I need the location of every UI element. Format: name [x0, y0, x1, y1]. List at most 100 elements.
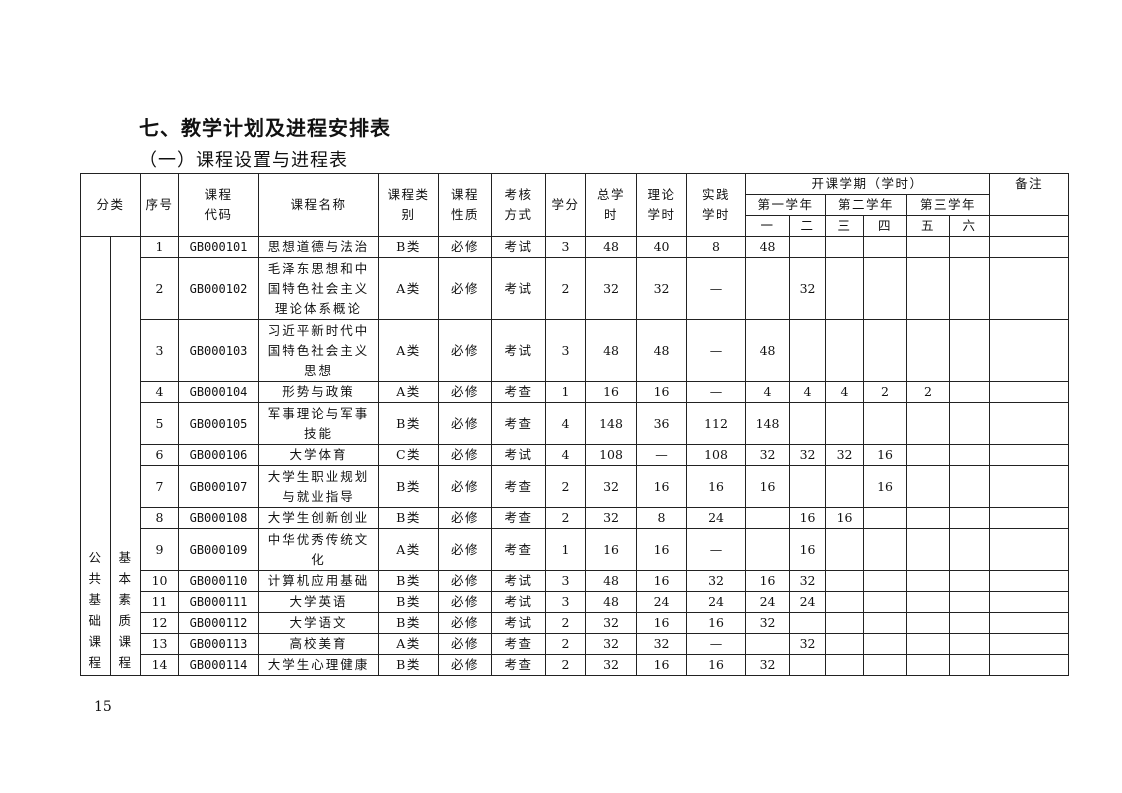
table-row: 7 GB000107 大学生职业规划与就业指导 B类 必修 考查 2 32 16 16 16 16: [81, 465, 1070, 508]
cell-total-hours: 48: [585, 591, 638, 613]
cell-semester-4: [863, 402, 908, 445]
cell-credit: 3: [545, 319, 587, 382]
cell-practice-hours: 112: [686, 402, 747, 445]
cell-name: 大学体育: [258, 444, 380, 466]
cell-semester-3: [825, 654, 865, 676]
header-year-3: 第三学年: [906, 194, 991, 216]
page-number: 15: [94, 699, 112, 715]
cell-seq: 1: [140, 236, 180, 258]
cell-code: GB000105: [178, 402, 260, 445]
cell-credit: 3: [545, 591, 587, 613]
cell-code: GB000107: [178, 465, 260, 508]
cell-seq: 6: [140, 444, 180, 466]
cell-name: 大学生职业规划与就业指导: [258, 465, 380, 508]
cell-nature: 必修: [438, 444, 493, 466]
cell-semester-1: 48: [745, 319, 791, 382]
cell-semester-3: 32: [825, 444, 865, 466]
cell-exam: 考试: [491, 319, 547, 382]
cell-exam: 考查: [491, 465, 547, 508]
cell-semester-6: [949, 507, 991, 529]
cell-code: GB000109: [178, 528, 260, 571]
cell-semester-3: [825, 257, 865, 320]
cell-semester-4: [863, 528, 908, 571]
cell-semester-5: [906, 319, 951, 382]
cell-nature: 必修: [438, 507, 493, 529]
cell-type: A类: [378, 528, 440, 571]
cell-semester-2: [789, 654, 827, 676]
cell-total-hours: 48: [585, 236, 638, 258]
cell-total-hours: 16: [585, 381, 638, 403]
cell-theory-hours: 16: [636, 381, 688, 403]
cell-remark: [989, 654, 1070, 676]
cell-code: GB000106: [178, 444, 260, 466]
cell-total-hours: 48: [585, 319, 638, 382]
cell-semester-6: [949, 612, 991, 634]
cell-semester-5: 2: [906, 381, 951, 403]
cell-practice-hours: —: [686, 633, 747, 655]
cell-exam: 考查: [491, 528, 547, 571]
cell-theory-hours: 40: [636, 236, 688, 258]
cell-practice-hours: 108: [686, 444, 747, 466]
header-semester-5: 五: [906, 215, 951, 237]
cell-exam: 考查: [491, 507, 547, 529]
cell-semester-1: 48: [745, 236, 791, 258]
cell-nature: 必修: [438, 633, 493, 655]
table-row: 4 GB000104 形势与政策 A类 必修 考查 1 16 16—4 4 4 2 2: [81, 381, 1070, 403]
cell-semester-6: [949, 381, 991, 403]
cell-semester-5: [906, 633, 951, 655]
cell-semester-6: [949, 528, 991, 571]
cell-code: GB000113: [178, 633, 260, 655]
cell-name: 大学生创新创业: [258, 507, 380, 529]
cell-code: GB000112: [178, 612, 260, 634]
table-row: 6 GB000106 大学体育 C类 必修 考试 4 108—108 32 32 32 16: [81, 444, 1070, 466]
table-row: 公共基础课程基本素质课程 1 GB000101 思想道德与法治 B类 必修 考试 3 48 40 8…: [80, 236, 1070, 676]
header-exam: 考核方式: [491, 173, 547, 237]
cell-semester-3: [825, 236, 865, 258]
cell-exam: 考试: [491, 236, 547, 258]
header-nature: 课程性质: [438, 173, 493, 237]
cell-credit: 2: [545, 507, 587, 529]
cell-exam: 考试: [491, 257, 547, 320]
category-inner: 基本素质课程: [109, 236, 142, 676]
cell-exam: 考查: [491, 654, 547, 676]
cell-semester-1: 32: [745, 444, 791, 466]
cell-theory-hours: —: [636, 444, 688, 466]
cell-practice-hours: 24: [686, 591, 747, 613]
cell-semester-2: 24: [789, 591, 827, 613]
cell-code: GB000110: [178, 570, 260, 592]
cell-code: GB000114: [178, 654, 260, 676]
cell-exam: 考试: [491, 591, 547, 613]
cell-total-hours: 32: [585, 507, 638, 529]
cell-semester-6: [949, 465, 991, 508]
cell-semester-3: [825, 319, 865, 382]
cell-total-hours: 16: [585, 528, 638, 571]
cell-type: B类: [378, 236, 440, 258]
cell-credit: 2: [545, 465, 587, 508]
cell-semester-5: [906, 257, 951, 320]
cell-nature: 必修: [438, 612, 493, 634]
cell-semester-3: [825, 570, 865, 592]
cell-semester-6: [949, 444, 991, 466]
header-total-hours: 总学时: [585, 173, 638, 237]
cell-semester-2: 32: [789, 257, 827, 320]
cell-theory-hours: 8: [636, 507, 688, 529]
cell-name: 大学英语: [258, 591, 380, 613]
cell-practice-hours: 24: [686, 507, 747, 529]
header-code: 课程代码: [178, 173, 260, 237]
cell-seq: 9: [140, 528, 180, 571]
cell-credit: 1: [545, 528, 587, 571]
cell-seq: 11: [140, 591, 180, 613]
cell-semester-1: 16: [745, 570, 791, 592]
cell-semester-3: 16: [825, 507, 865, 529]
table-row: 9 GB000109 中华优秀传统文化 A类 必修 考查 1 16 16—16: [81, 528, 1070, 571]
course-schedule-table: 分类 序号 课程代码 课程名称 课程类别 课程性质 考核方式 学分 总学时 理论…: [79, 173, 1070, 676]
cell-remark: [989, 402, 1070, 445]
cell-credit: 2: [545, 612, 587, 634]
cell-semester-3: 4: [825, 381, 865, 403]
cell-type: B类: [378, 507, 440, 529]
table-row: 10 GB000110 计算机应用基础 B类 必修 考试 3 48 16 32 16 32: [81, 570, 1070, 592]
cell-code: GB000101: [178, 236, 260, 258]
cell-theory-hours: 16: [636, 528, 688, 571]
cell-semester-2: [789, 612, 827, 634]
cell-seq: 5: [140, 402, 180, 445]
